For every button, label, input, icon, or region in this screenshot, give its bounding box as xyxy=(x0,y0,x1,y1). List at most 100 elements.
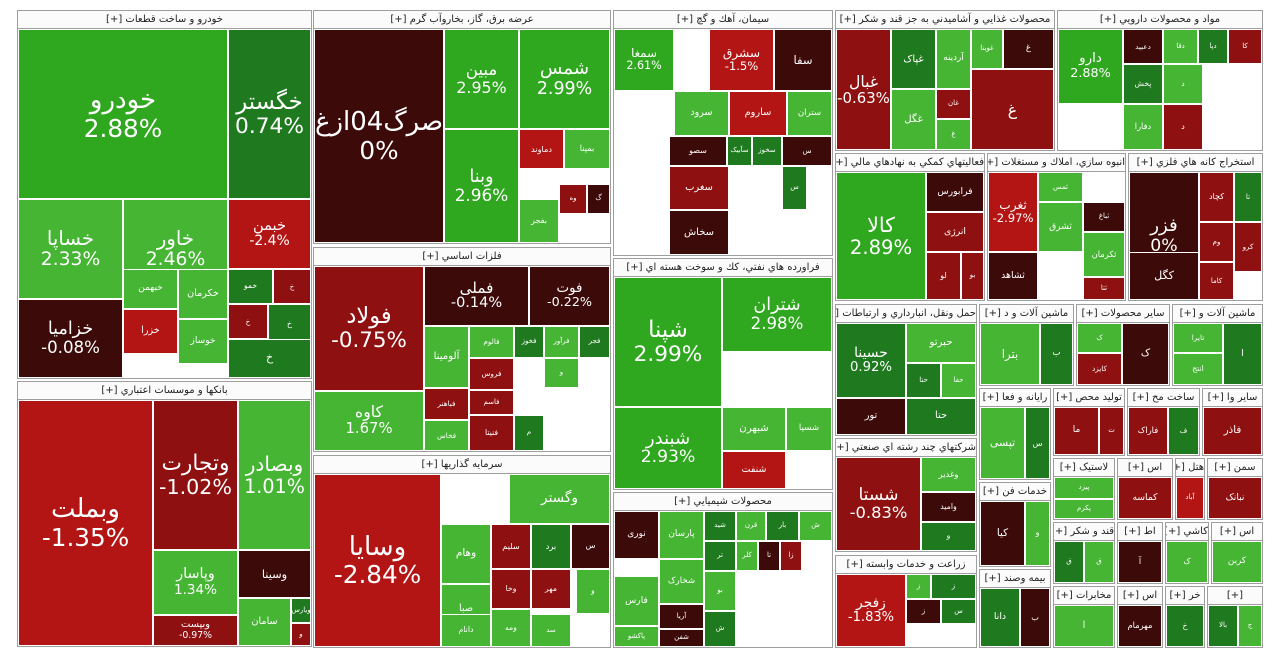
treemap-tile[interactable]: بار xyxy=(766,511,799,541)
treemap-tile[interactable]: انتج xyxy=(1173,353,1223,385)
sector-title[interactable]: سمن [+] xyxy=(1208,459,1262,477)
treemap-tile[interactable]: آلومینا xyxy=(424,326,469,388)
treemap-tile[interactable]: سآبیک xyxy=(727,136,752,166)
treemap-tile[interactable]: وسینا xyxy=(238,550,311,598)
treemap-tile[interactable]: فارس xyxy=(614,576,659,626)
treemap-tile[interactable]: شنفت xyxy=(722,451,786,489)
treemap-tile[interactable]: آباد xyxy=(1176,477,1204,519)
treemap-tile[interactable]: وپاسار 1.34% xyxy=(153,550,238,615)
treemap-tile[interactable]: ساروم xyxy=(729,91,787,136)
treemap-tile[interactable]: پیزد xyxy=(1054,477,1114,499)
treemap-tile[interactable]: وبملت -1.35% xyxy=(18,400,153,646)
treemap-tile[interactable]: خودرو 2.88% xyxy=(18,29,228,199)
treemap-tile[interactable]: شتران 2.98% xyxy=(722,277,832,352)
treemap-tile[interactable]: شسپا xyxy=(786,407,832,451)
treemap-tile[interactable]: حبرتو xyxy=(906,323,976,363)
treemap-tile[interactable]: کربن xyxy=(1212,541,1262,583)
treemap-tile[interactable]: غگل xyxy=(891,89,936,150)
treemap-tile[interactable]: ت xyxy=(1099,407,1124,455)
treemap-tile[interactable]: و xyxy=(1025,501,1050,566)
treemap-tile[interactable]: بفجر xyxy=(519,199,559,243)
treemap-tile[interactable]: لو xyxy=(926,252,961,300)
sector-title[interactable]: قند و شكر [+] xyxy=(1054,523,1114,541)
treemap-tile[interactable]: فرآور xyxy=(544,326,579,358)
treemap-tile[interactable]: وبپست -0.97% xyxy=(153,615,238,646)
treemap-tile[interactable]: کایزد xyxy=(1077,353,1122,385)
treemap-tile[interactable]: تر xyxy=(704,541,736,571)
sector-title[interactable]: اس [+] xyxy=(1118,459,1172,477)
treemap-tile[interactable]: سامان xyxy=(238,598,291,646)
treemap-tile[interactable]: وه xyxy=(559,184,587,214)
treemap-tile[interactable]: ثشرق xyxy=(1038,202,1083,252)
sector-title[interactable]: لاستیک [+] xyxy=(1054,459,1114,477)
treemap-tile[interactable]: ا xyxy=(1223,323,1262,385)
sector-title[interactable]: محصولات غذايي و آشاميدني به جز قند و شكر… xyxy=(836,11,1054,29)
treemap-tile[interactable]: حتا xyxy=(906,398,976,435)
treemap-tile[interactable]: ز xyxy=(906,599,941,624)
treemap-tile[interactable]: سخوز xyxy=(752,136,782,166)
treemap-tile[interactable]: پارسان xyxy=(659,511,704,559)
treemap-tile[interactable]: وغدیر xyxy=(921,457,976,492)
treemap-tile[interactable]: تا xyxy=(1234,172,1262,222)
treemap-tile[interactable]: دقا xyxy=(1163,29,1198,64)
treemap-tile[interactable]: تپسی xyxy=(980,407,1025,479)
treemap-tile[interactable]: دفارا xyxy=(1123,104,1163,150)
treemap-tile[interactable]: دانام xyxy=(441,614,491,647)
treemap-tile[interactable]: کیا xyxy=(980,501,1025,566)
treemap-tile[interactable]: بالا xyxy=(1208,605,1238,647)
treemap-tile[interactable]: آریا xyxy=(659,604,704,629)
treemap-tile[interactable]: ز xyxy=(906,574,931,599)
treemap-tile[interactable]: غ xyxy=(1003,29,1054,69)
sector-title[interactable]: عرضه برق، گاز، بخاروآب گرم [+] xyxy=(314,11,610,29)
treemap-tile[interactable]: ا xyxy=(1054,605,1114,647)
treemap-tile[interactable]: آ xyxy=(1118,541,1162,583)
treemap-tile[interactable]: بو xyxy=(704,571,736,611)
sector-title[interactable]: ساخت مح [+] xyxy=(1128,389,1199,407)
treemap-tile[interactable]: د xyxy=(1163,64,1203,104)
treemap-tile[interactable]: خ xyxy=(273,269,311,304)
treemap-tile[interactable]: فباهنر xyxy=(424,388,469,420)
sector-title[interactable]: مواد و محصولات دارويي [+] xyxy=(1058,11,1262,29)
treemap-tile[interactable]: ﺻﺮﮒ04ﺍﺯﻍ 0% xyxy=(314,29,444,243)
treemap-tile[interactable]: دعبید xyxy=(1123,29,1163,64)
treemap-tile[interactable]: خ xyxy=(228,339,311,378)
treemap-tile[interactable]: فروس xyxy=(469,358,514,390)
treemap-tile[interactable]: و xyxy=(291,623,311,646)
sector-title[interactable]: ساير محصولات [+] xyxy=(1077,305,1169,323)
treemap-tile[interactable]: فنیتا xyxy=(469,415,514,451)
treemap-tile[interactable]: دماوند xyxy=(519,129,564,169)
treemap-tile[interactable]: ثشاهد xyxy=(988,252,1038,300)
treemap-tile[interactable]: شستا -0.83% xyxy=(836,457,921,551)
treemap-tile[interactable]: دارو 2.88% xyxy=(1058,29,1123,104)
sector-title[interactable]: رايانه و فعا [+] xyxy=(980,389,1050,407)
treemap-tile[interactable]: ثباغ xyxy=(1083,202,1125,232)
treemap-tile[interactable]: فوت -0.22% xyxy=(529,266,610,326)
treemap-tile[interactable]: ز xyxy=(931,574,976,599)
treemap-tile[interactable]: کاما xyxy=(1199,262,1234,300)
sector-title[interactable]: مخابرات [+] xyxy=(1054,587,1114,605)
treemap-tile[interactable]: و xyxy=(576,569,610,614)
treemap-tile[interactable]: مبین 2.95% xyxy=(444,29,519,129)
treemap-tile[interactable]: نوری xyxy=(614,511,659,559)
treemap-tile[interactable]: وبصادر 1.01% xyxy=(238,400,311,550)
treemap-tile[interactable]: سمغا 2.61% xyxy=(614,29,674,91)
treemap-tile[interactable]: وم xyxy=(1199,222,1234,262)
sector-title[interactable]: خر [+] xyxy=(1166,587,1204,605)
treemap-tile[interactable]: سد xyxy=(531,614,571,647)
treemap-tile[interactable]: سصو xyxy=(669,136,727,166)
treemap-tile[interactable]: فملی -0.14% xyxy=(424,266,529,326)
treemap-tile[interactable]: قرن xyxy=(736,511,766,541)
treemap-tile[interactable]: شفن xyxy=(659,629,704,647)
treemap-tile[interactable]: تا xyxy=(758,541,780,571)
treemap-tile[interactable]: ج xyxy=(1238,605,1262,647)
treemap-tile[interactable]: سشرق -1.5% xyxy=(709,29,774,91)
treemap-tile[interactable]: فالوم xyxy=(469,326,514,358)
treemap-tile[interactable]: خکرمان xyxy=(178,269,228,319)
treemap-tile[interactable]: غبال -0.63% xyxy=(836,29,891,150)
treemap-tile[interactable]: ق xyxy=(1084,541,1114,583)
treemap-tile[interactable]: پاکشو xyxy=(614,626,659,647)
sector-title[interactable]: استخراج كانه هاي فلزي [+] xyxy=(1129,154,1262,172)
sector-title[interactable]: محصولات شيميايي [+] xyxy=(614,493,832,511)
treemap-tile[interactable]: نبانک xyxy=(1208,477,1262,519)
treemap-tile[interactable]: وامید xyxy=(921,492,976,522)
